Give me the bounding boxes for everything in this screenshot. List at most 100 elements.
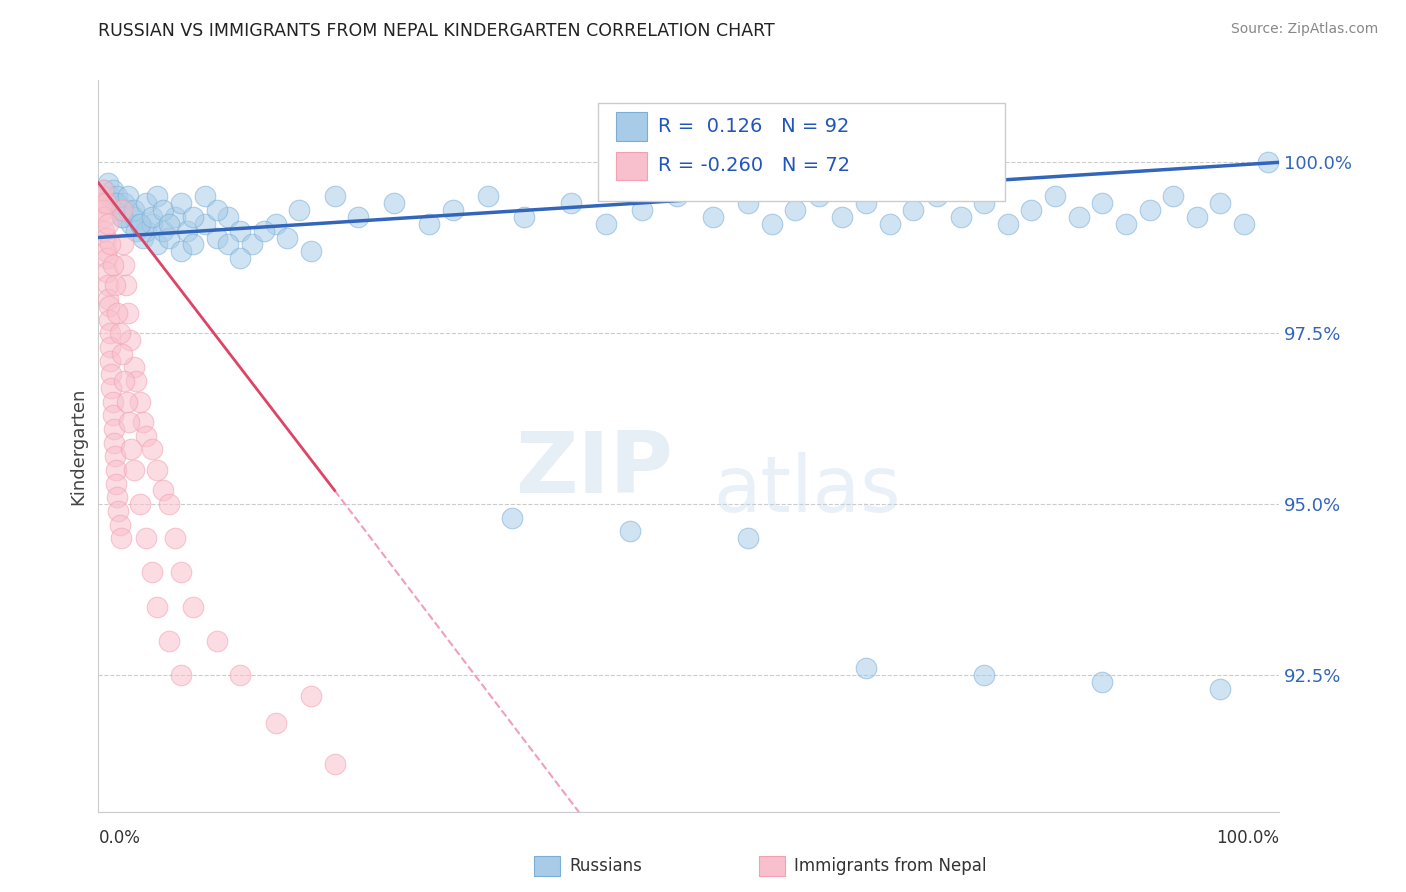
Point [103, 422, 125, 436]
Point [441, 203, 464, 218]
Point [217, 237, 239, 252]
Point [1257, 155, 1279, 169]
Point [831, 210, 853, 224]
Point [94, 230, 117, 244]
Point [117, 306, 139, 320]
Point [91, 196, 114, 211]
Point [135, 429, 157, 443]
Point [949, 210, 972, 224]
Point [108, 517, 131, 532]
Point [194, 189, 217, 203]
Point [97, 176, 120, 190]
Text: 100.0%: 100.0% [1216, 829, 1279, 847]
Point [170, 566, 193, 580]
Point [288, 203, 311, 218]
Point [91, 203, 114, 218]
Point [101, 394, 124, 409]
Point [855, 661, 877, 675]
Point [1091, 674, 1114, 689]
Text: Immigrants from Nepal: Immigrants from Nepal [794, 857, 987, 875]
Point [128, 394, 150, 409]
Point [299, 244, 322, 259]
Point [122, 210, 145, 224]
Point [1185, 210, 1208, 224]
Point [98, 312, 121, 326]
Point [125, 374, 148, 388]
Point [630, 203, 652, 218]
Point [98, 353, 121, 368]
Point [253, 224, 276, 238]
Y-axis label: Kindergarten: Kindergarten [69, 387, 87, 505]
Point [205, 633, 228, 648]
Point [108, 326, 131, 341]
Point [560, 196, 582, 211]
Point [276, 230, 298, 244]
Point [157, 230, 180, 244]
Point [96, 265, 118, 279]
Point [205, 230, 228, 244]
Point [105, 476, 128, 491]
Point [205, 203, 228, 218]
Point [997, 217, 1019, 231]
Point [418, 217, 440, 231]
Point [141, 566, 163, 580]
Point [157, 633, 180, 648]
Point [101, 409, 124, 423]
Point [98, 237, 121, 252]
Point [114, 278, 136, 293]
Point [91, 183, 114, 197]
Point [1209, 681, 1232, 696]
Point [97, 278, 120, 293]
Point [103, 435, 125, 450]
Point [132, 230, 155, 244]
Point [121, 217, 143, 231]
Point [165, 531, 187, 545]
Point [104, 449, 127, 463]
Point [761, 217, 783, 231]
Point [105, 196, 128, 211]
Point [170, 668, 193, 682]
Point [903, 203, 925, 218]
Text: ZIP: ZIP [516, 428, 673, 511]
Point [135, 224, 157, 238]
Point [98, 299, 121, 313]
Point [141, 210, 163, 224]
Point [170, 244, 193, 259]
Point [101, 258, 124, 272]
Point [973, 668, 995, 682]
Point [299, 689, 322, 703]
Point [347, 210, 370, 224]
Point [141, 442, 163, 457]
Text: Russians: Russians [569, 857, 643, 875]
Point [105, 490, 128, 504]
Point [135, 196, 157, 211]
Point [323, 756, 346, 771]
Point [93, 183, 115, 197]
Point [104, 196, 127, 211]
Point [104, 278, 127, 293]
Point [111, 210, 134, 224]
Point [165, 210, 187, 224]
Point [146, 237, 169, 252]
Point [97, 292, 120, 306]
Text: Source: ZipAtlas.com: Source: ZipAtlas.com [1230, 22, 1378, 37]
Point [595, 217, 617, 231]
Point [115, 394, 138, 409]
Point [117, 203, 139, 218]
Point [112, 237, 135, 252]
Point [128, 497, 150, 511]
Point [785, 203, 807, 218]
Point [264, 715, 287, 730]
Text: 0.0%: 0.0% [98, 829, 141, 847]
Point [90, 189, 112, 203]
Point [108, 203, 131, 218]
Point [110, 531, 132, 545]
Point [101, 183, 124, 197]
Text: RUSSIAN VS IMMIGRANTS FROM NEPAL KINDERGARTEN CORRELATION CHART: RUSSIAN VS IMMIGRANTS FROM NEPAL KINDERG… [98, 22, 775, 40]
Point [96, 251, 118, 265]
Point [111, 347, 134, 361]
Point [111, 203, 134, 218]
Point [128, 217, 150, 231]
Point [181, 599, 204, 614]
Point [1209, 196, 1232, 211]
